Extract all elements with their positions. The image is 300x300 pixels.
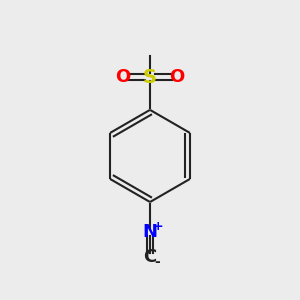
Text: +: + bbox=[152, 220, 163, 233]
Text: N: N bbox=[142, 223, 158, 241]
Text: O: O bbox=[169, 68, 184, 86]
Text: O: O bbox=[116, 68, 131, 86]
Text: S: S bbox=[143, 68, 157, 87]
Text: C: C bbox=[143, 248, 157, 266]
Text: -: - bbox=[154, 255, 160, 269]
